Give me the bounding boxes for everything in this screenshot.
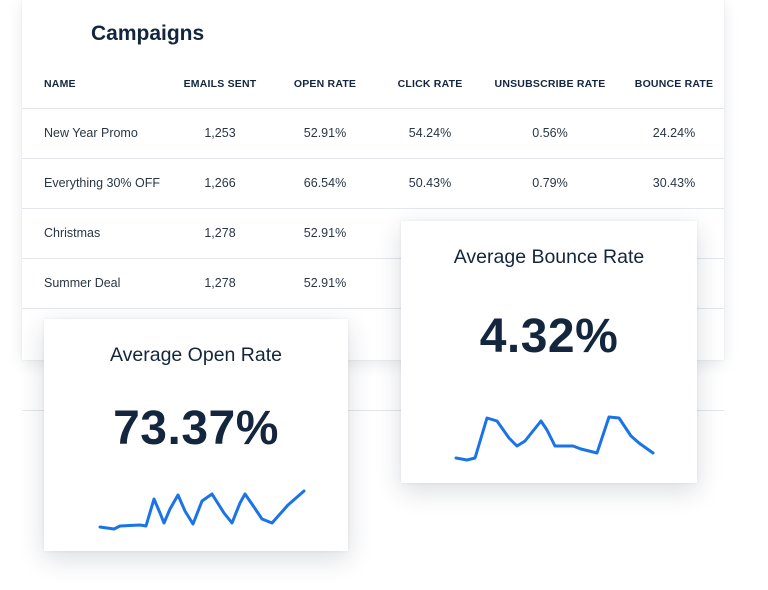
cell-open-rate: 52.91%: [303, 126, 347, 140]
cell-emails-sent: 1,278: [204, 226, 236, 240]
cell-emails-sent: 1,266: [204, 176, 236, 190]
table-row[interactable]: Everything 30% OFF 1,266 66.54% 50.43% 0…: [22, 158, 724, 208]
table-title: Campaigns: [91, 22, 205, 45]
column-header-click-rate[interactable]: CLICK RATE: [397, 78, 463, 90]
column-header-emails-sent[interactable]: EMAILS SENT: [183, 78, 257, 90]
card-value: 4.32%: [479, 310, 619, 363]
average-bounce-rate-card: Average Bounce Rate 4.32%: [401, 221, 697, 483]
cell-unsubscribe-rate: 0.56%: [532, 126, 568, 140]
cell-emails-sent: 1,278: [204, 276, 236, 290]
cell-name: New Year Promo: [44, 126, 138, 140]
cell-open-rate: 66.54%: [303, 176, 347, 190]
sparkline-path: [454, 415, 655, 462]
cell-name: Christmas: [44, 226, 101, 240]
divider: [22, 410, 724, 411]
column-header-open-rate[interactable]: OPEN RATE: [293, 78, 357, 90]
table-row[interactable]: New Year Promo 1,253 52.91% 54.24% 0.56%…: [22, 108, 724, 158]
table-row[interactable]: Summer Deal 1,278 52.91%: [22, 258, 724, 308]
bounce-rate-sparkline: [454, 415, 655, 462]
sparkline-path: [98, 489, 306, 531]
cell-open-rate: 52.91%: [303, 276, 347, 290]
table-row[interactable]: Christmas 1,278 52.91%: [22, 208, 724, 258]
cell-name: Everything 30% OFF: [44, 176, 161, 190]
column-header-bounce-rate[interactable]: BOUNCE RATE: [634, 78, 714, 90]
cell-open-rate: 52.91%: [303, 226, 347, 240]
campaigns-table-card: Campaigns NAME EMAILS SENT OPEN RATE CLI…: [22, 0, 724, 360]
cell-emails-sent: 1,253: [204, 126, 236, 140]
table-row[interactable]: [22, 308, 724, 358]
column-header-unsubscribe-rate[interactable]: UNSUBSCRIBE RATE: [494, 78, 606, 90]
cell-name: Summer Deal: [44, 276, 121, 290]
cell-click-rate: 54.24%: [408, 126, 452, 140]
open-rate-sparkline: [98, 489, 306, 531]
average-open-rate-card: Average Open Rate 73.37%: [44, 319, 348, 551]
card-title: Average Bounce Rate: [453, 246, 645, 268]
cell-bounce-rate: 30.43%: [652, 176, 696, 190]
cell-bounce-rate: 24.24%: [652, 126, 696, 140]
column-header-name[interactable]: NAME: [44, 78, 76, 90]
card-title: Average Open Rate: [109, 344, 282, 366]
cell-unsubscribe-rate: 0.79%: [532, 176, 568, 190]
cell-click-rate: 50.43%: [408, 176, 452, 190]
card-value: 73.37%: [113, 402, 279, 455]
